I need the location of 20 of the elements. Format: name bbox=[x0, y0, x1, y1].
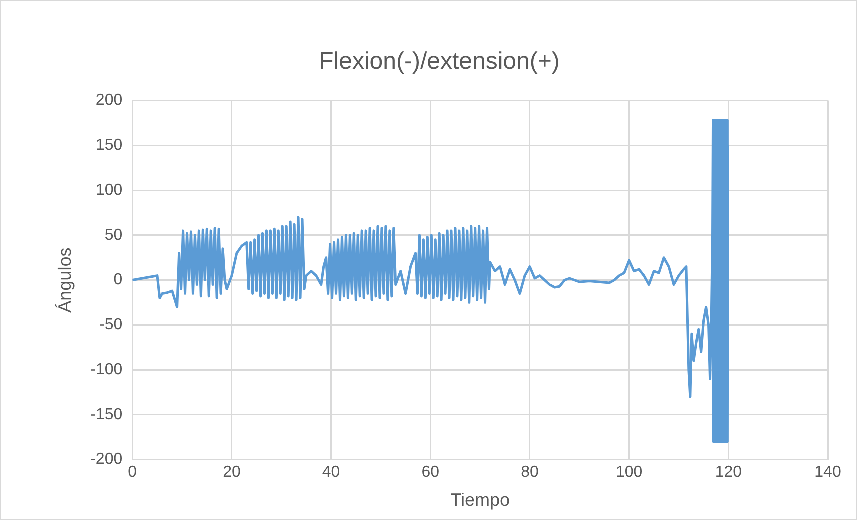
y-tick-label: 0 bbox=[114, 272, 123, 289]
x-axis-title: Tiempo bbox=[450, 490, 510, 510]
x-tick-label: 60 bbox=[422, 464, 440, 481]
y-tick-label: 50 bbox=[104, 226, 123, 244]
y-axis-title: Ángulos bbox=[54, 248, 75, 313]
y-tick-label: 150 bbox=[96, 137, 123, 154]
y-tick-label: -200 bbox=[90, 451, 123, 468]
y-tick-label: -100 bbox=[90, 361, 123, 378]
y-tick-label: 200 bbox=[96, 92, 123, 110]
x-tick-label: 100 bbox=[616, 464, 643, 481]
x-tick-label: 0 bbox=[128, 464, 138, 481]
y-tick-label: -50 bbox=[100, 316, 123, 334]
y-tick-label: -150 bbox=[90, 406, 123, 424]
x-tick-label: 20 bbox=[223, 464, 241, 481]
y-tick-label: 100 bbox=[96, 182, 123, 199]
x-tick-label: 120 bbox=[715, 464, 742, 481]
x-tick-label: 40 bbox=[322, 464, 340, 481]
chart-title: Flexion(-)/extension(+) bbox=[319, 48, 560, 76]
x-tick-label: 80 bbox=[521, 464, 539, 481]
x-tick-label: 140 bbox=[814, 464, 842, 481]
